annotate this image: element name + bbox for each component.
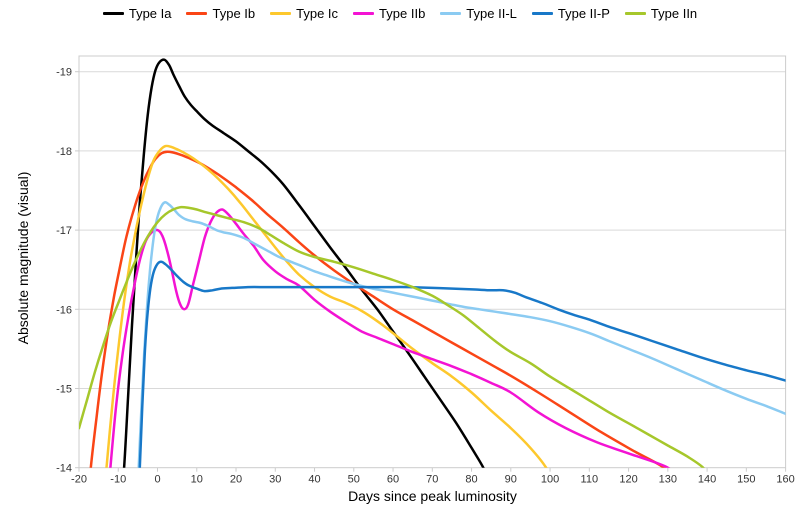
x-tick-label: 60	[387, 474, 399, 486]
y-tick-label: -18	[56, 146, 72, 158]
legend-label: Type Ic	[296, 6, 339, 21]
legend: Type Ia Type Ib Type Ic Type IIb Type II-L Ty…	[0, 6, 800, 21]
legend-label: Type IIb	[379, 6, 426, 21]
x-tick-label: 110	[581, 474, 599, 486]
x-axis-title: Days since peak luminosity	[348, 488, 517, 504]
x-tick-label: 0	[154, 474, 160, 486]
legend-item-type-ib: Type Ib	[186, 6, 255, 21]
legend-line-swatch	[186, 12, 208, 15]
x-tick-label: 130	[659, 474, 677, 486]
x-tick-label: 50	[348, 474, 360, 486]
legend-line-swatch	[270, 12, 292, 15]
y-tick-label: -17	[56, 225, 72, 237]
x-tick-label: 80	[465, 474, 477, 486]
legend-item-type-ia: Type Ia	[102, 6, 172, 21]
x-tick-label: -20	[71, 474, 87, 486]
series-type-ia	[122, 58, 485, 468]
x-tick-label: 160	[776, 474, 794, 486]
x-tick-label: 30	[269, 474, 281, 486]
legend-line-swatch	[531, 12, 553, 15]
legend-item-type-ii-p: Type II-P	[531, 6, 610, 21]
series-type-ii-p	[138, 260, 786, 468]
y-tick-label: -19	[56, 67, 72, 79]
legend-label: Type IIn	[650, 6, 698, 21]
x-tick-label: 20	[230, 474, 242, 486]
legend-item-type-ii-l: Type II-L	[440, 6, 517, 21]
legend-item-type-iin: Type IIn	[624, 6, 698, 21]
series-type-iin	[79, 205, 705, 468]
legend-line-swatch	[440, 12, 462, 15]
x-tick-label: 140	[698, 474, 716, 486]
x-tick-label: -10	[110, 474, 126, 486]
series-type-iib	[109, 208, 670, 468]
series-type-ic	[105, 144, 548, 468]
y-tick-label: -14	[56, 463, 72, 475]
x-tick-label: 100	[541, 474, 559, 486]
legend-line-swatch	[624, 12, 646, 15]
plot-border	[78, 55, 787, 469]
x-tick-label: 90	[505, 474, 517, 486]
legend-label: Type II-L	[466, 6, 517, 21]
x-tick-label: 150	[737, 474, 755, 486]
x-tick-label: 40	[308, 474, 320, 486]
series-type-ib	[89, 150, 666, 468]
legend-label: Type Ib	[212, 6, 256, 21]
x-tick-label: 120	[619, 474, 637, 486]
y-axis-title: Absolute magnitude (visual)	[15, 171, 31, 345]
legend-label: Type II-P	[557, 6, 610, 21]
y-tick-label: -15	[56, 384, 72, 396]
y-tick-label: -16	[56, 304, 72, 316]
legend-label: Type Ia	[128, 6, 172, 21]
legend-line-swatch	[102, 12, 124, 15]
x-tick-label: 10	[191, 474, 203, 486]
series-type-ii-l	[137, 200, 786, 468]
x-tick-label: 70	[426, 474, 438, 486]
legend-line-swatch	[353, 12, 375, 15]
legend-item-type-ic: Type Ic	[270, 6, 338, 21]
legend-item-type-iib: Type IIb	[353, 6, 425, 21]
